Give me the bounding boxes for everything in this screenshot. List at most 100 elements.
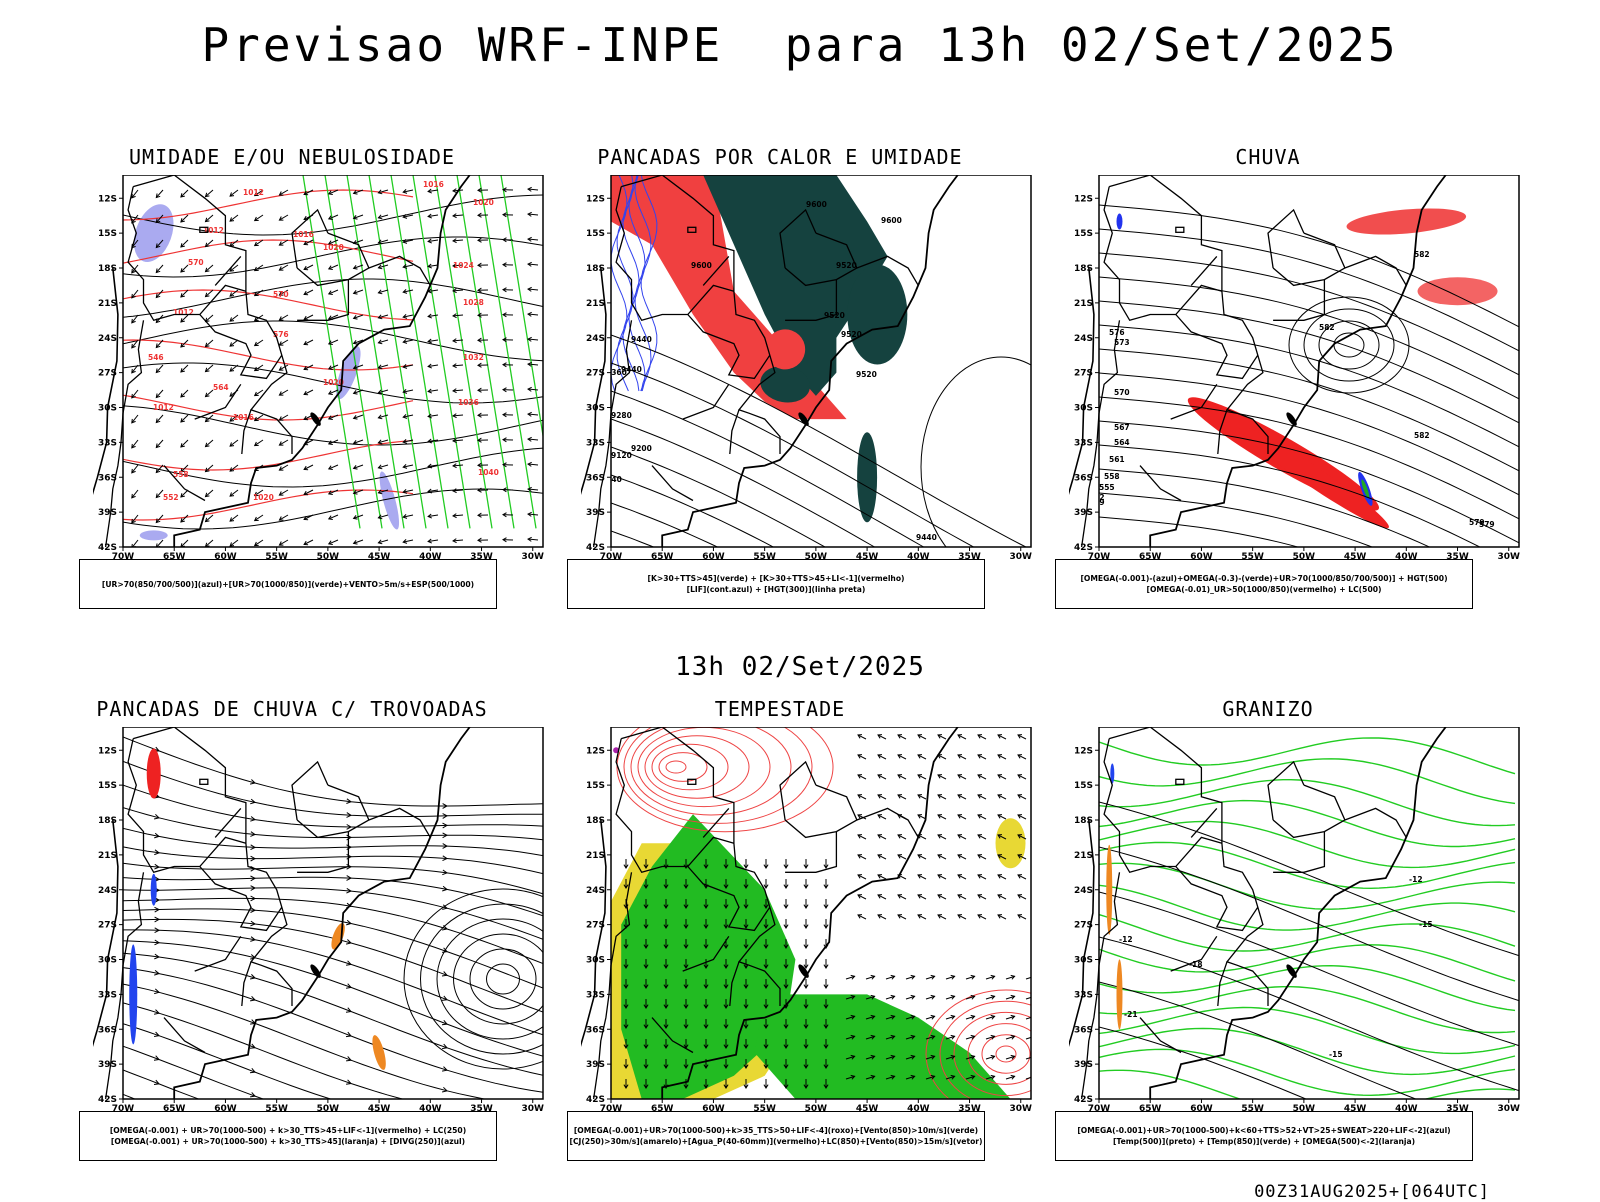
wind-vector <box>528 362 538 366</box>
state-border <box>1176 315 1258 379</box>
panel-title: CHUVA <box>1033 145 1503 169</box>
wind-vector <box>205 190 213 197</box>
wind-vector <box>205 390 213 397</box>
wind-vector <box>181 265 188 272</box>
streamline <box>123 828 543 855</box>
wind-vector <box>403 514 413 518</box>
lat-tick-label: 27S <box>1074 921 1093 931</box>
wind-vector <box>858 875 866 879</box>
wind-vector <box>255 390 263 396</box>
wind-vector <box>1006 1075 1015 1079</box>
lat-tick-label: 27S <box>586 369 605 379</box>
isobar-line <box>123 489 543 529</box>
wind-vector <box>378 290 388 294</box>
wind-vector <box>181 515 188 522</box>
panel-title: UMIDADE E/OU NEBULOSIDADE <box>57 145 527 169</box>
contour-label: 546 <box>148 353 164 362</box>
wind-vector <box>205 515 213 522</box>
lat-tick-label: 12S <box>586 746 605 756</box>
wind-vector <box>304 290 313 295</box>
wind-vector <box>503 363 513 367</box>
wind-vector <box>503 413 513 417</box>
state-border <box>1140 466 1181 501</box>
wind-vector <box>156 290 163 298</box>
wind-vector <box>938 895 946 899</box>
wind-vector <box>878 795 886 799</box>
wind-vector <box>428 289 438 293</box>
wind-vector <box>878 815 886 819</box>
wind-vector <box>978 875 986 879</box>
thunderstorm-area-red <box>147 749 161 799</box>
wind-vector <box>918 915 926 919</box>
wind-vector <box>304 465 313 470</box>
wind-vector <box>255 440 263 446</box>
wind-vector <box>918 735 926 739</box>
streamline <box>123 919 543 1012</box>
wind-vector <box>156 390 163 398</box>
temp850-line <box>1099 1049 1515 1095</box>
lake-shape <box>200 779 208 784</box>
lon-tick-label: 30W <box>1010 552 1033 560</box>
wind-vector <box>1018 775 1026 779</box>
wind-vector <box>528 537 538 541</box>
wind-vector <box>205 415 213 422</box>
wind-vector <box>428 389 438 393</box>
wind-vector <box>156 415 163 423</box>
lat-tick-label: 15S <box>586 781 605 791</box>
wind-vector <box>528 262 538 266</box>
wind-vector <box>824 879 828 888</box>
wind-vector <box>354 540 363 544</box>
rain-area-red <box>1418 277 1498 305</box>
state-border <box>785 832 836 873</box>
streamline <box>123 847 543 874</box>
wind-vector <box>503 338 513 342</box>
contour-label: 1016 <box>233 413 254 422</box>
wind-vector <box>998 795 1006 799</box>
wind-vector <box>428 239 438 243</box>
wind-vector <box>205 265 213 272</box>
contour-label: 9280 <box>611 411 632 420</box>
wind-vector <box>898 915 906 919</box>
wind-vector <box>230 215 238 221</box>
wind-vector <box>453 514 463 518</box>
wind-vector <box>205 290 213 297</box>
wind-vector <box>132 440 138 448</box>
lat-tick-label: 36S <box>98 1025 117 1035</box>
wind-vector <box>181 215 188 222</box>
streamline <box>123 968 543 1093</box>
wind-vector <box>181 365 188 372</box>
wind-vector <box>279 490 288 495</box>
wind-vector <box>998 915 1006 919</box>
wind-vector <box>1018 755 1026 759</box>
wind-vector <box>938 855 946 859</box>
wind-vector <box>156 265 163 273</box>
wind-vector <box>403 314 413 318</box>
lat-tick-label: 33S <box>586 438 605 448</box>
wind-vector <box>998 755 1006 759</box>
wind-vector <box>503 313 513 317</box>
lat-tick-label: 24S <box>98 334 117 344</box>
wind-vector <box>403 464 413 468</box>
wind-vector <box>1018 895 1026 899</box>
lat-tick-label: 39S <box>586 508 605 518</box>
streamline-loop <box>454 934 553 1024</box>
wind-vector <box>938 735 946 739</box>
streamline-arrow <box>154 1105 159 1109</box>
lat-tick-label: 15S <box>98 229 117 239</box>
contour-label: -12 <box>1119 935 1133 944</box>
wind-vector <box>906 975 915 979</box>
contour-label: 9520 <box>856 370 877 379</box>
state-border <box>242 962 251 1006</box>
lat-tick-label: 36S <box>586 473 605 483</box>
wind-vector <box>1006 975 1015 979</box>
wind-vector <box>205 315 213 322</box>
lc850-line <box>996 1046 1016 1062</box>
contour-label: 9600 <box>691 261 712 270</box>
wind-vector <box>804 979 808 988</box>
wind-vector <box>354 465 363 469</box>
temp500-line <box>1099 892 1519 1046</box>
wind-vector <box>255 215 263 221</box>
